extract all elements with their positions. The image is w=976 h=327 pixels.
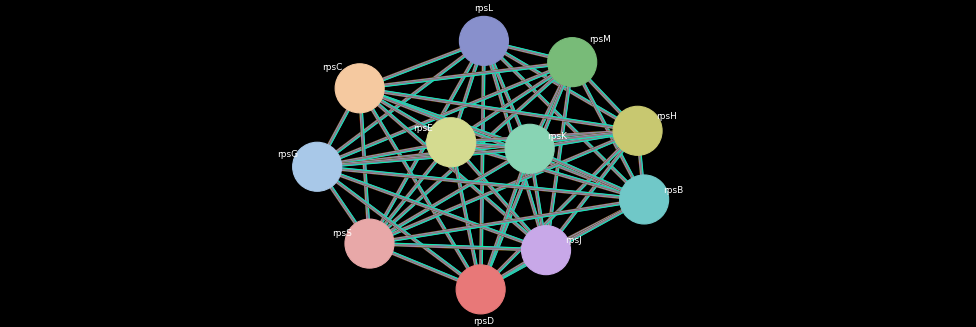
Circle shape bbox=[558, 49, 586, 76]
Circle shape bbox=[293, 142, 342, 191]
Text: rpsK: rpsK bbox=[548, 132, 567, 141]
Circle shape bbox=[335, 64, 385, 113]
Text: rpsG: rpsG bbox=[277, 150, 299, 159]
Text: rpsS: rpsS bbox=[332, 229, 351, 238]
Circle shape bbox=[630, 186, 658, 213]
Circle shape bbox=[346, 75, 373, 102]
Circle shape bbox=[427, 118, 475, 167]
Text: rpsD: rpsD bbox=[473, 317, 495, 326]
Circle shape bbox=[468, 276, 494, 303]
Circle shape bbox=[624, 117, 651, 144]
Text: rpsJ: rpsJ bbox=[565, 236, 583, 246]
Text: rpsH: rpsH bbox=[657, 112, 677, 121]
Text: rpsC: rpsC bbox=[322, 62, 342, 72]
Text: rpsM: rpsM bbox=[590, 35, 611, 44]
Circle shape bbox=[521, 226, 571, 275]
Text: rpsE: rpsE bbox=[414, 124, 433, 133]
Circle shape bbox=[456, 265, 506, 314]
Circle shape bbox=[460, 16, 508, 65]
Circle shape bbox=[533, 237, 559, 264]
Circle shape bbox=[506, 124, 554, 173]
Circle shape bbox=[613, 106, 662, 155]
Text: rpsL: rpsL bbox=[474, 4, 494, 13]
Circle shape bbox=[356, 230, 383, 257]
Circle shape bbox=[620, 175, 669, 224]
Circle shape bbox=[470, 27, 498, 54]
Circle shape bbox=[345, 219, 394, 268]
Circle shape bbox=[304, 153, 331, 180]
Text: rpsB: rpsB bbox=[664, 186, 683, 195]
Circle shape bbox=[548, 38, 596, 87]
Circle shape bbox=[516, 135, 544, 162]
Circle shape bbox=[437, 129, 465, 156]
